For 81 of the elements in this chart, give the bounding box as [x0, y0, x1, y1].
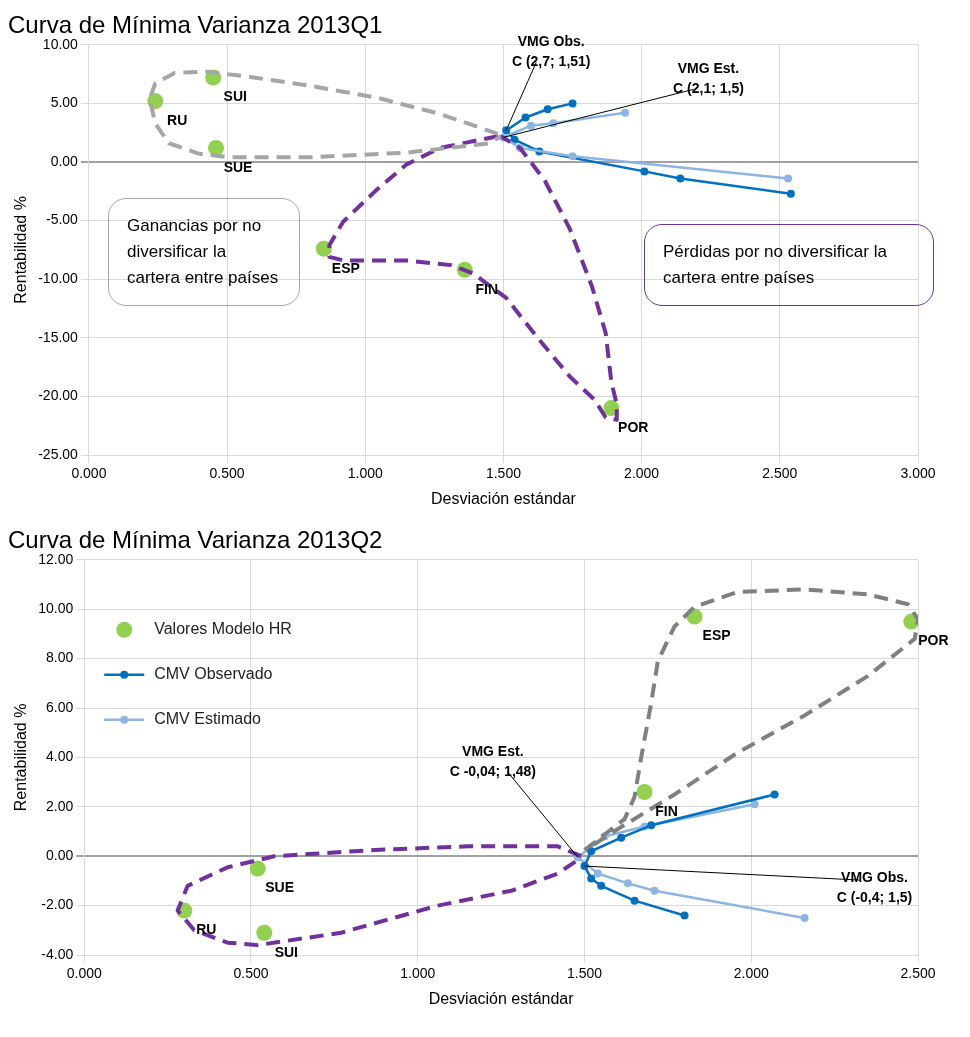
text-box: Pérdidas por no diversificar la cartera entre países	[644, 224, 934, 306]
data-label: POR	[618, 418, 649, 435]
x-tick-label: 2.000	[624, 465, 660, 482]
point	[630, 896, 639, 905]
text-box: Ganancias por no diversificar la cartera entre países	[108, 198, 300, 306]
y-tick-label: -5.00	[45, 211, 79, 228]
y-tick-label: -20.00	[38, 387, 79, 404]
point	[617, 833, 626, 842]
y-tick-label: 8.00	[45, 649, 74, 666]
y-tick-label: -15.00	[38, 328, 79, 345]
point	[786, 189, 795, 198]
point	[640, 167, 649, 176]
annotation: VMG Est. C -0,04; 1,48)	[449, 743, 537, 780]
x-tick-label: 1.000	[347, 465, 383, 482]
data-label: SUI	[274, 943, 298, 960]
point	[784, 174, 793, 183]
point	[568, 152, 577, 161]
x-tick-label: 1.500	[485, 465, 522, 482]
point	[800, 913, 809, 922]
x-tick-label: 0.000	[71, 465, 107, 482]
y-tick-label: 2.00	[45, 797, 74, 814]
point	[543, 105, 552, 114]
x-axis-title: Desviación estándar	[430, 489, 577, 507]
point	[650, 886, 659, 895]
point	[750, 800, 759, 809]
y-tick-label: -10.00	[38, 270, 79, 287]
point	[680, 911, 689, 920]
y-tick-label: 5.00	[50, 94, 79, 111]
x-tick-label: 2.000	[733, 965, 769, 982]
point	[647, 821, 656, 830]
point	[676, 174, 685, 183]
legend-label: CMV Estimado	[154, 710, 262, 728]
x-axis-title: Desviación estándar	[428, 989, 575, 1007]
x-tick-label: 0.500	[233, 965, 269, 982]
point	[621, 108, 630, 117]
x-tick-label: 0.000	[66, 965, 102, 982]
y-tick-label: 0.00	[50, 152, 79, 169]
y-axis-title: Rentabilidad %	[12, 196, 30, 304]
y-tick-label: 4.00	[45, 748, 74, 765]
point	[597, 881, 606, 890]
y-axis-title: Rentabilidad %	[12, 703, 30, 812]
point	[636, 783, 653, 800]
y-tick-label: -25.00	[38, 445, 79, 462]
point	[593, 869, 602, 878]
x-tick-label: 1.000	[400, 965, 436, 982]
data-label: SUE	[265, 879, 295, 896]
y-tick-label: 0.00	[45, 847, 74, 864]
point	[249, 860, 266, 877]
point	[527, 121, 536, 130]
data-label: FIN	[655, 802, 678, 819]
annotation: VMG Est. C (2,1; 1,5)	[673, 60, 744, 97]
y-tick-label: 10.00	[38, 600, 74, 617]
point	[568, 99, 577, 108]
line-series	[175, 844, 584, 948]
x-tick-label: 2.500	[900, 965, 936, 982]
x-tick-label: 3.000	[900, 465, 936, 482]
point	[623, 879, 632, 888]
data-label: FIN	[475, 280, 499, 297]
data-label: SUI	[223, 88, 247, 105]
data-label: SUE	[223, 158, 253, 175]
x-tick-label: 0.500	[209, 465, 245, 482]
legend-label: Valores Modelo HR	[154, 620, 292, 638]
y-tick-label: -4.00	[41, 945, 74, 962]
x-tick-label: 2.500	[762, 465, 798, 482]
y-tick-label: 6.00	[45, 698, 74, 715]
data-label: ESP	[331, 259, 360, 276]
point	[256, 924, 273, 941]
point	[587, 874, 596, 883]
data-label: ESP	[702, 627, 731, 644]
data-label: RU	[167, 111, 188, 128]
point	[521, 113, 530, 122]
annotation: VMG Obs. C (-0,4; 1,5)	[836, 868, 913, 905]
data-label: POR	[918, 632, 949, 649]
point	[770, 790, 779, 799]
annotation: VMG Obs. C (2,7; 1,51)	[511, 33, 591, 70]
y-tick-label: -2.00	[41, 896, 74, 913]
point	[208, 139, 225, 156]
data-label: RU	[196, 921, 217, 938]
point	[502, 126, 511, 135]
legend-label: CMV Observado	[154, 665, 273, 683]
x-tick-label: 1.500	[566, 965, 603, 982]
